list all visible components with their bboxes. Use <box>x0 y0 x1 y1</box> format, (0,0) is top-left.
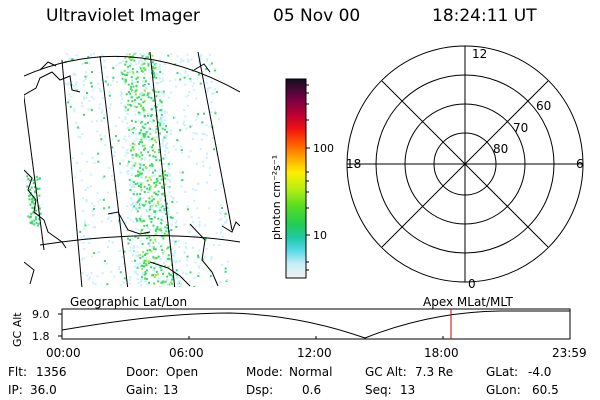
dsp-label: Dsp: <box>246 383 274 397</box>
timeline-y-tick-low: 1.8 <box>32 330 50 343</box>
door-label: Door: <box>126 365 159 379</box>
flight-value: 1356 <box>36 365 67 379</box>
ip-label: IP: <box>8 383 23 397</box>
seq-value: 13 <box>400 383 416 397</box>
timeline-x-tick-0600: 06:00 <box>169 346 204 360</box>
mlat-label-60: 60 <box>536 99 551 113</box>
colorbar-tick-10: 10 <box>313 229 327 242</box>
colorbar-tick-100: 100 <box>313 142 334 155</box>
mlat-label-80: 80 <box>493 142 508 156</box>
mlt-label-0: 0 <box>468 277 476 291</box>
timeline-x-tick-0000: 00:00 <box>46 346 81 360</box>
door-value: Open <box>166 365 199 379</box>
gain-label: Gain: <box>126 383 158 397</box>
gain-value: 13 <box>163 383 179 397</box>
mlat-label-70: 70 <box>513 121 528 135</box>
seq-label: Seq: <box>365 383 392 397</box>
mode-label: Mode: <box>246 365 283 379</box>
altitude-curve <box>61 310 570 339</box>
aurora-emission-speckles <box>26 52 229 287</box>
timeline-y-tick-high: 9.0 <box>32 308 50 321</box>
header-time: 18:24:11 UT <box>432 6 537 26</box>
header-date: 05 Nov 00 <box>273 6 361 26</box>
instrument-title: Ultraviolet Imager <box>46 6 200 26</box>
mlt-label-18: 18 <box>346 157 361 171</box>
mlt-label-6: 6 <box>576 157 584 171</box>
colorbar-unit-label: photon cm⁻²s⁻¹ <box>270 155 283 240</box>
dsp-value: 0.6 <box>302 383 322 397</box>
timeline-x-tick-2359: 23:59 <box>552 346 587 360</box>
timeline-left-label: Geographic Lat/Lon <box>70 295 188 309</box>
mlt-label-12: 12 <box>472 47 487 61</box>
glon-label: GLon: <box>486 383 521 397</box>
glon-value: 60.5 <box>532 383 559 397</box>
timeline-y-title: GC Alt <box>11 312 24 347</box>
glat-value: -4.0 <box>528 365 552 379</box>
flight-label: Flt: <box>8 365 27 379</box>
gc-alt-label: GC Alt: <box>365 365 407 379</box>
mode-value: Normal <box>289 365 333 379</box>
timeline-right-label: Apex MLat/MLT <box>423 295 513 309</box>
timeline-x-tick-1200: 12:00 <box>297 346 332 360</box>
ip-value: 36.0 <box>30 383 57 397</box>
gc-alt-value: 7.3 Re <box>415 365 454 379</box>
glat-label: GLat: <box>486 365 519 379</box>
timeline-x-tick-1800: 18:00 <box>424 346 459 360</box>
